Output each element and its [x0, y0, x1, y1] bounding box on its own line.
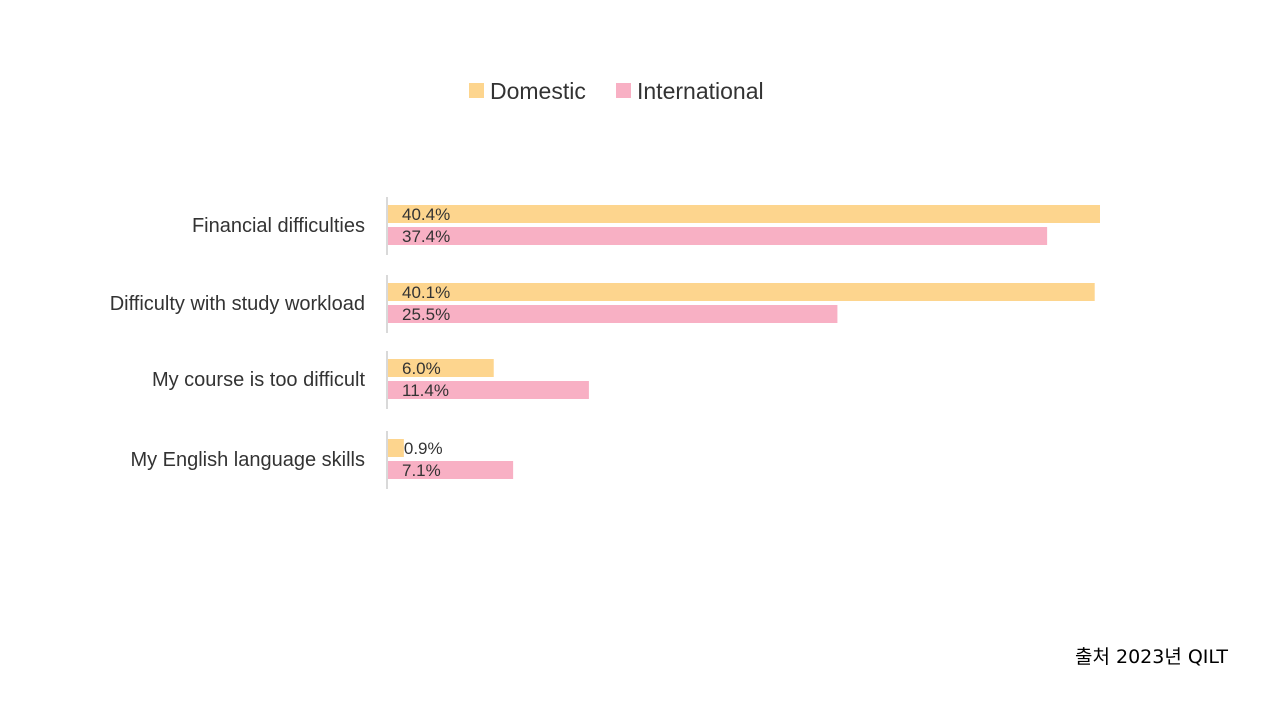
data-label-domestic-0: 40.4% [402, 205, 450, 224]
data-label-international-2: 11.4% [402, 381, 449, 400]
legend-label-1: International [637, 78, 764, 104]
category-label-3: My English language skills [130, 449, 365, 471]
bar-domestic-1 [388, 283, 1095, 301]
data-label-international-0: 37.4% [402, 227, 450, 246]
data-label-domestic-1: 40.1% [402, 283, 450, 302]
data-label-domestic-2: 6.0% [402, 359, 441, 378]
bar-international-2 [388, 381, 589, 399]
bar-international-0 [388, 227, 1048, 245]
source-note: 출처 2023년 QILT [1074, 646, 1228, 668]
bar-international-3 [388, 461, 514, 479]
category-label-0: Financial difficulties [192, 215, 365, 237]
data-label-domestic-3: 0.9% [404, 439, 443, 458]
legend-swatch-1 [616, 83, 631, 98]
category-label-1: Difficulty with study workload [110, 293, 365, 315]
data-label-international-1: 25.5% [402, 305, 450, 324]
legend-swatch-0 [469, 83, 484, 98]
legend-label-0: Domestic [490, 78, 586, 104]
bar-domestic-2 [388, 359, 494, 377]
bar-domestic-0 [388, 205, 1100, 223]
category-label-2: My course is too difficult [152, 369, 365, 391]
bar-domestic-3 [388, 439, 404, 457]
bar-international-1 [388, 305, 838, 323]
data-label-international-3: 7.1% [402, 461, 441, 480]
